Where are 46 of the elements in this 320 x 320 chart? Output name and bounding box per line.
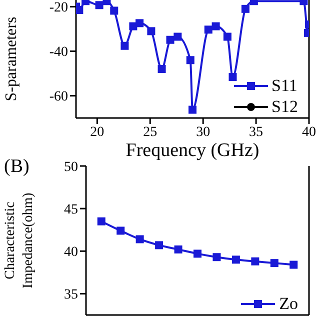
x-tick-label: 20 — [90, 124, 104, 140]
point — [158, 65, 166, 74]
point — [110, 6, 118, 15]
point — [194, 250, 202, 258]
text: (B) — [4, 156, 30, 178]
point — [174, 32, 182, 41]
legend-label: S12 — [272, 96, 298, 117]
point — [186, 56, 194, 64]
point — [270, 259, 278, 268]
point — [212, 22, 220, 30]
point — [251, 257, 260, 266]
point — [204, 26, 212, 34]
point — [241, 4, 250, 13]
x-tick-label: 30 — [196, 124, 210, 140]
x-tick-label: 35 — [249, 124, 264, 140]
point — [155, 241, 164, 250]
point — [290, 260, 298, 269]
point — [136, 19, 144, 28]
x-axis-title: Frequency (GHz) — [126, 140, 260, 161]
point — [120, 42, 129, 50]
y-tick-label: 45 — [64, 202, 78, 218]
point — [147, 27, 156, 36]
point — [76, 6, 84, 14]
y-tick-label: 50 — [64, 160, 78, 175]
y-tick-label: 40 — [64, 245, 78, 260]
point — [212, 253, 221, 262]
y-axis-title: S-parameters — [3, 16, 20, 102]
y-tick-label: -40 — [49, 45, 68, 60]
legend-label: Zo — [279, 293, 298, 314]
point — [223, 32, 232, 41]
point — [95, 1, 104, 10]
x-tick-label: 40 — [302, 124, 316, 140]
point — [97, 217, 106, 226]
y-axis-title: Characteristic Impedance(ohm) — [3, 192, 36, 288]
y-tick-label: -20 — [49, 0, 68, 16]
point — [166, 36, 174, 44]
point — [232, 256, 240, 264]
y-tick-label: 35 — [64, 288, 78, 303]
y-tick-label: -60 — [49, 90, 68, 105]
x-tick-label: 25 — [143, 124, 158, 140]
point — [136, 235, 144, 244]
legend-label: S11 — [272, 75, 298, 96]
point — [188, 106, 196, 114]
point — [228, 73, 237, 82]
point — [174, 245, 182, 254]
point — [116, 226, 125, 235]
